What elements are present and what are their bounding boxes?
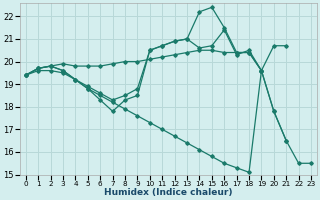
X-axis label: Humidex (Indice chaleur): Humidex (Indice chaleur) <box>104 188 233 197</box>
